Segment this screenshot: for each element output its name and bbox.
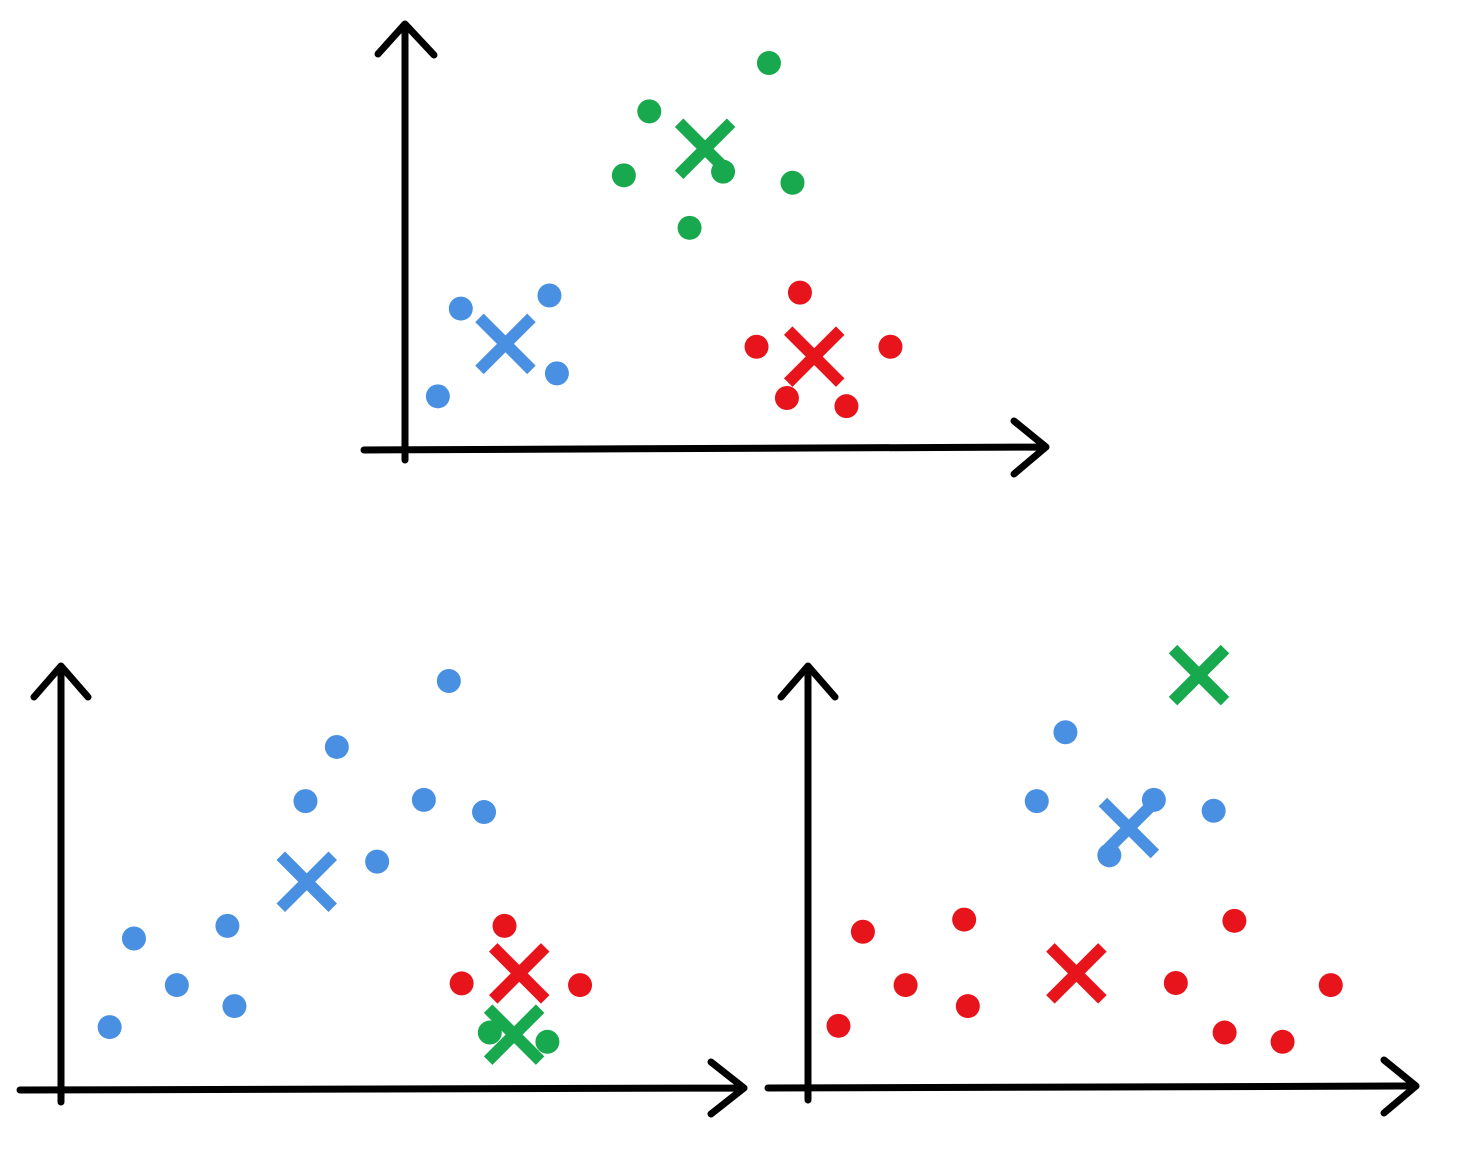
bottom-left-red-point — [492, 913, 517, 938]
bottom-right-blue-point — [1201, 798, 1226, 823]
bottom-right-red-point — [1318, 973, 1343, 998]
bottom-left-red-point — [449, 971, 474, 996]
bottom-left-red-centroid-cross — [488, 943, 550, 1004]
bottom-left-blue-point — [164, 973, 189, 998]
top-green-point — [756, 51, 781, 76]
top-blue-point — [544, 361, 569, 386]
top-green-point — [637, 99, 662, 124]
bottom-right-blue-point — [1053, 720, 1078, 745]
top-marks — [425, 51, 903, 419]
top-blue-centroid-cross — [475, 313, 536, 375]
bottom-left-green-centroid-cross — [483, 1004, 545, 1065]
bottom-left-blue-point — [365, 849, 390, 874]
top-green-point — [611, 163, 636, 188]
bottom-right-marks — [826, 644, 1343, 1054]
top-blue-point — [425, 384, 450, 409]
top-panel — [360, 20, 1050, 478]
bottom-right-red-point — [850, 919, 875, 944]
bottom-right-red-centroid-cross — [1046, 943, 1107, 1004]
top-y-axis-arrow — [374, 20, 438, 464]
bottom-right-red-point — [1163, 971, 1188, 995]
bottom-left-blue-point — [121, 926, 146, 951]
bottom-left-x-axis-arrow — [16, 1058, 748, 1118]
bottom-left-red-point — [568, 973, 593, 998]
top-red-point — [774, 385, 799, 410]
top-green-point — [677, 215, 702, 240]
top-red-centroid-cross — [783, 326, 845, 387]
bottom-left-blue-point — [436, 669, 461, 694]
bottom-right-red-point — [893, 973, 918, 998]
bottom-left-marks — [97, 669, 593, 1065]
bottom-right-red-point — [826, 1013, 851, 1038]
bottom-left-blue-point — [293, 789, 318, 814]
bottom-left-green-point — [477, 1020, 502, 1045]
bottom-right-red-point — [1212, 1020, 1237, 1045]
bottom-right-panel — [764, 644, 1420, 1117]
bottom-right-blue-centroid-cross — [1098, 797, 1160, 859]
top-x-axis-arrow — [360, 417, 1050, 478]
bottom-left-blue-point — [411, 787, 436, 812]
bottom-left-y-axis-arrow — [30, 662, 92, 1106]
bottom-left-green-point — [535, 1029, 560, 1054]
top-red-point — [878, 334, 903, 359]
bottom-right-red-point — [952, 907, 977, 932]
bottom-right-red-point — [955, 994, 980, 1019]
bottom-right-blue-point — [1024, 789, 1049, 814]
bottom-left-panel — [16, 662, 748, 1118]
bottom-right-red-point — [1270, 1029, 1295, 1054]
bottom-right-red-point — [1222, 908, 1247, 933]
top-red-point — [744, 334, 769, 359]
top-green-centroid-cross — [674, 118, 736, 179]
bottom-right-x-axis-arrow — [764, 1056, 1420, 1117]
top-blue-point — [448, 296, 473, 321]
bottom-right-y-axis-arrow — [777, 662, 839, 1104]
top-green-point — [780, 170, 805, 195]
top-blue-point — [537, 283, 562, 308]
top-red-point — [787, 280, 812, 305]
bottom-left-blue-point — [222, 994, 247, 1019]
bottom-left-blue-point — [215, 913, 240, 938]
bottom-left-blue-point — [97, 1015, 122, 1040]
bottom-right-green-centroid-cross — [1168, 644, 1230, 706]
bottom-left-blue-point — [324, 734, 349, 759]
bottom-left-blue-centroid-cross — [276, 851, 338, 913]
top-red-point — [834, 394, 859, 419]
bottom-left-blue-point — [472, 800, 497, 825]
